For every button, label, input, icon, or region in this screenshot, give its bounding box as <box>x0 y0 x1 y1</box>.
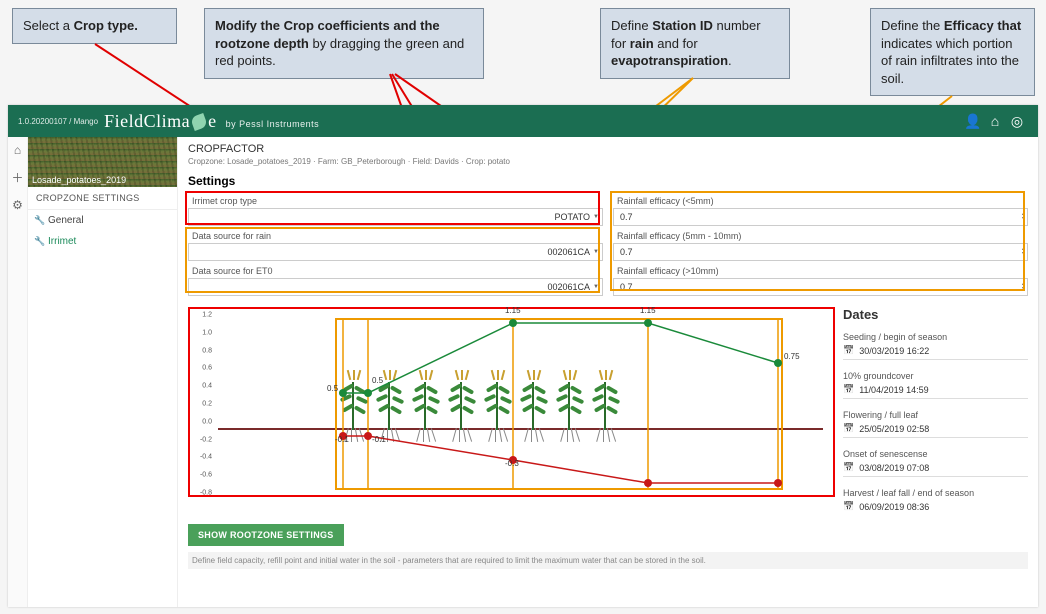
date-row: Seeding / begin of season 30/03/2019 16:2… <box>843 328 1028 367</box>
date-label: Seeding / begin of season <box>843 332 1028 342</box>
signal-icon[interactable]: ◎ <box>1006 113 1028 130</box>
date-value[interactable]: 03/08/2019 07:08 <box>843 462 1028 473</box>
rail-home-icon[interactable]: ⌂ <box>8 137 27 163</box>
sidebar-item-general[interactable]: General <box>28 210 177 231</box>
footer-note: Define field capacity, refill point and … <box>188 552 1028 569</box>
calendar-icon <box>843 423 854 434</box>
date-row: 10% groundcover 11/04/2019 14:59 <box>843 367 1028 406</box>
callout-crop-type: Select a Crop type. <box>12 8 177 44</box>
leaf-icon <box>190 113 208 131</box>
svg-text:0.75: 0.75 <box>784 352 800 361</box>
efficacy-gt10-input[interactable]: 0.7 <box>613 278 1028 296</box>
left-fields-column: Irrimet crop type POTATO Data source for… <box>188 194 603 299</box>
date-row: Onset of senescense 03/08/2019 07:08 <box>843 445 1028 484</box>
svg-text:-0.3: -0.3 <box>505 459 519 468</box>
main-content: CROPFACTOR Cropzone: Losade_potatoes_201… <box>178 137 1038 607</box>
svg-text:-0.1: -0.1 <box>335 435 349 444</box>
svg-text:0.5: 0.5 <box>327 384 339 393</box>
date-row: Harvest / leaf fall / end of season 06/09… <box>843 484 1028 516</box>
rail-gear-icon[interactable]: ⚙ <box>8 192 27 218</box>
crop-coefficient-chart[interactable]: 1.21.00.80.60.40.20.0-0.2-0.4-0.6-0.8 0.… <box>188 307 835 497</box>
topbar: 1.0.20200107 / Mango FieldClimae by Pess… <box>8 105 1038 137</box>
show-rootzone-button[interactable]: SHOW ROOTZONE SETTINGS <box>188 524 344 546</box>
date-value[interactable]: 30/03/2019 16:22 <box>843 345 1028 356</box>
dates-title: Dates <box>843 307 1028 322</box>
brand-logo: FieldClimae by Pessl Instruments <box>104 111 319 132</box>
cropzone-name: Losade_potatoes_2019 <box>32 175 126 185</box>
et0-source-label: Data source for ET0 <box>188 264 603 278</box>
date-value[interactable]: 11/04/2019 14:59 <box>843 384 1028 395</box>
sidebar-item-irrimet[interactable]: Irrimet <box>28 231 177 252</box>
callout-station: Define Station ID number for rain and fo… <box>600 8 790 79</box>
calendar-icon <box>843 462 854 473</box>
crop-type-label: Irrimet crop type <box>188 194 603 208</box>
date-label: Flowering / full leaf <box>843 410 1028 420</box>
date-label: Harvest / leaf fall / end of season <box>843 488 1028 498</box>
date-value[interactable]: 06/09/2019 08:36 <box>843 501 1028 512</box>
icon-rail: ⌂ ＋ ⚙ <box>8 137 28 607</box>
rail-plus-icon[interactable]: ＋ <box>8 163 27 192</box>
callout-coeffs: Modify the Crop coefficients and the roo… <box>204 8 484 79</box>
date-label: 10% groundcover <box>843 371 1028 381</box>
efficacy-lt5-input[interactable]: 0.7 <box>613 208 1028 226</box>
dates-panel: Dates Seeding / begin of season 30/03/201… <box>843 307 1028 516</box>
rain-source-label: Data source for rain <box>188 229 603 243</box>
calendar-icon <box>843 345 854 356</box>
chart-y-axis: 1.21.00.80.60.40.20.0-0.2-0.4-0.6-0.8 <box>190 315 214 489</box>
calendar-icon <box>843 384 854 395</box>
settings-heading: Settings <box>188 174 1028 188</box>
sidebar-heading: CROPZONE SETTINGS <box>28 187 177 210</box>
date-row: Flowering / full leaf 25/05/2019 02:58 <box>843 406 1028 445</box>
calendar-icon <box>843 501 854 512</box>
efficacy-5-10-label: Rainfall efficacy (5mm - 10mm) <box>613 229 1028 243</box>
page-title: CROPFACTOR <box>188 143 1028 155</box>
user-icon[interactable]: 👤 <box>962 113 984 130</box>
date-label: Onset of senescense <box>843 449 1028 459</box>
chart-svg: 0.50.51.151.150.75-0.1-0.1-0.3 <box>218 315 823 489</box>
efficacy-5-10-input[interactable]: 0.7 <box>613 243 1028 261</box>
version-label: 1.0.20200107 / Mango <box>18 117 98 126</box>
crop-type-select[interactable]: POTATO <box>188 208 603 226</box>
sidebar: Losade_potatoes_2019 CROPZONE SETTINGS G… <box>28 137 178 607</box>
svg-text:1.15: 1.15 <box>640 306 656 315</box>
date-value[interactable]: 25/05/2019 02:58 <box>843 423 1028 434</box>
app-window: 1.0.20200107 / Mango FieldClimae by Pess… <box>8 105 1038 607</box>
svg-text:0.5: 0.5 <box>372 376 384 385</box>
svg-text:-0.1: -0.1 <box>372 435 386 444</box>
cropzone-thumbnail[interactable]: Losade_potatoes_2019 <box>28 137 177 187</box>
home-icon[interactable]: ⌂ <box>984 113 1006 129</box>
breadcrumb: Cropzone: Losade_potatoes_2019 · Farm: G… <box>188 157 1028 166</box>
efficacy-lt5-label: Rainfall efficacy (<5mm) <box>613 194 1028 208</box>
rain-source-select[interactable]: 002061CA <box>188 243 603 261</box>
et0-source-select[interactable]: 002061CA <box>188 278 603 296</box>
callout-efficacy: Define the Efficacy that indicates which… <box>870 8 1035 96</box>
svg-text:1.15: 1.15 <box>505 306 521 315</box>
right-fields-column: Rainfall efficacy (<5mm) 0.7 Rainfall ef… <box>613 194 1028 299</box>
efficacy-gt10-label: Rainfall efficacy (>10mm) <box>613 264 1028 278</box>
